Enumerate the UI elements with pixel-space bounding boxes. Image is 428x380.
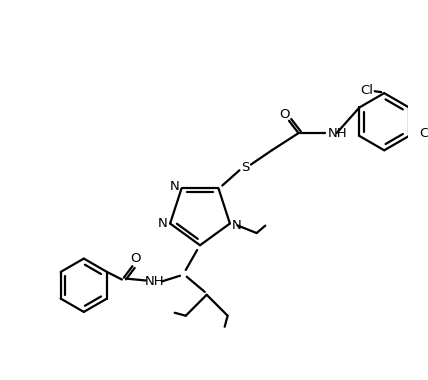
Text: Cl: Cl: [360, 84, 374, 97]
Text: NH: NH: [145, 275, 164, 288]
Text: S: S: [241, 161, 250, 174]
Text: N: N: [232, 219, 241, 232]
Text: N: N: [158, 217, 167, 230]
Text: N: N: [170, 180, 180, 193]
Text: O: O: [279, 108, 289, 120]
Text: NH: NH: [328, 127, 348, 139]
Text: Cl: Cl: [419, 127, 428, 139]
Text: O: O: [130, 252, 140, 265]
